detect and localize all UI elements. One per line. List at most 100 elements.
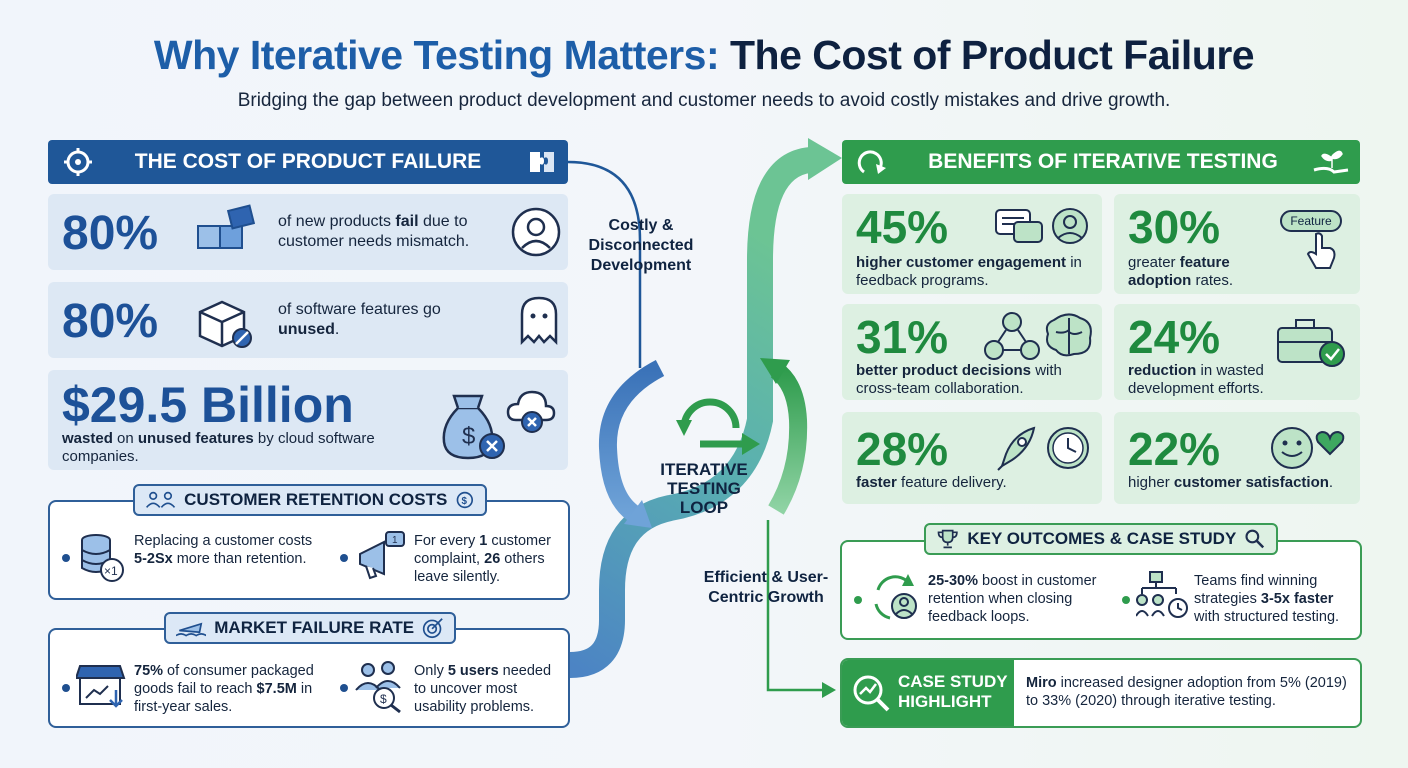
key-outcomes-title: KEY OUTCOMES & CASE STUDY bbox=[924, 523, 1278, 555]
outcome-winning-strategies: Teams find winning strategies 3-5x faste… bbox=[1194, 573, 1340, 625]
loop-left-arrowhead bbox=[624, 500, 652, 528]
market-item-cpg: 75% of consumer packaged goods fail to r… bbox=[134, 663, 314, 715]
connector-bottom-right bbox=[766, 520, 826, 692]
toolbox-check-icon bbox=[1277, 319, 1345, 367]
stat-card-unused-features: 80% of software features go unused. bbox=[48, 282, 568, 358]
benefit-text: higher customer satisfaction. bbox=[1128, 474, 1334, 491]
coin-stack-icon: ×1 bbox=[81, 534, 124, 582]
smile-heart-icon bbox=[1271, 427, 1345, 469]
empty-box-icon bbox=[198, 300, 252, 348]
cost-header-title: THE COST OF PRODUCT FAILURE bbox=[134, 150, 482, 173]
loop-right-arc bbox=[768, 362, 808, 515]
plant-hand-icon bbox=[1313, 150, 1349, 174]
case-study-text: Miro increased designer adoption from 5%… bbox=[1026, 675, 1347, 709]
magnifier-icon bbox=[1245, 529, 1265, 549]
benefit-card-engagement: 45% higher customer engagement in feedba… bbox=[842, 194, 1102, 294]
stat-text: of software features go unused. bbox=[278, 301, 441, 338]
connector-top-left bbox=[567, 160, 642, 368]
flow-top-label: Costly & Disconnected Development bbox=[588, 217, 694, 274]
svg-text:1: 1 bbox=[392, 535, 398, 546]
benefit-text: greater feature adoption rates. bbox=[1128, 254, 1234, 289]
puzzle-icon bbox=[197, 204, 256, 249]
key-outcomes-box: 25-30% boost in customer retention when … bbox=[840, 540, 1362, 640]
benefit-text: better product decisions with cross-team… bbox=[856, 362, 1062, 397]
page-title: Why Iterative Testing Matters: The Cost … bbox=[0, 32, 1408, 79]
broken-puzzle-icon bbox=[530, 152, 554, 172]
bullet bbox=[340, 684, 348, 692]
retention-item-complaint: For every 1 customer complaint, 26 other… bbox=[414, 533, 552, 585]
retention-costs-box: ×1 Replacing a customer costs 5-2Sx more… bbox=[48, 500, 570, 600]
stat-text: wasted on unused features by cloud softw… bbox=[62, 430, 375, 465]
benefit-value: 45% bbox=[856, 201, 949, 253]
market-failure-title: MARKET FAILURE RATE bbox=[164, 612, 456, 644]
benefit-value: 24% bbox=[1128, 311, 1221, 363]
benefit-card-adoption: 30% Feature greater feature adoption rat… bbox=[1114, 194, 1360, 294]
team-brain-icon bbox=[984, 312, 1092, 360]
s-curve-arrowhead bbox=[808, 138, 842, 180]
retention-cycle-icon bbox=[874, 574, 917, 620]
rocket-clock-icon bbox=[997, 426, 1089, 471]
svg-text:$: $ bbox=[462, 423, 475, 450]
market-item-users: Only 5 users needed to uncover most usab… bbox=[414, 663, 552, 715]
chat-user-icon bbox=[995, 208, 1088, 244]
team-strategy-icon bbox=[1136, 571, 1188, 618]
loop-label: ITERATIVE TESTING LOOP bbox=[660, 460, 748, 517]
megaphone-icon: 1 bbox=[359, 531, 405, 580]
stat-value: 80% bbox=[62, 295, 159, 348]
s-curve-arrow bbox=[569, 147, 813, 678]
growth-magnifier-icon bbox=[853, 675, 890, 712]
svg-text:×1: ×1 bbox=[104, 564, 118, 578]
people-icon bbox=[145, 491, 176, 508]
benefit-value: 28% bbox=[856, 423, 949, 475]
benefit-value: 30% bbox=[1128, 201, 1221, 253]
case-study-label: CASE STUDY HIGHLIGHT bbox=[898, 672, 1008, 711]
stat-card-billion-wasted: $29.5 Billion wasted on unused features … bbox=[48, 370, 568, 470]
feature-badge: Feature bbox=[1280, 210, 1342, 232]
benefit-text: reduction in wasted development efforts. bbox=[1128, 362, 1264, 397]
bullet bbox=[62, 554, 70, 562]
retention-item-replace: Replacing a customer costs 5-2Sx more th… bbox=[134, 533, 313, 567]
bullet bbox=[62, 684, 70, 692]
gear-warning-icon bbox=[64, 148, 92, 176]
sad-customer-icon bbox=[511, 207, 561, 257]
svg-text:$: $ bbox=[380, 692, 387, 706]
sinking-ship-icon bbox=[176, 622, 207, 637]
storefront-icon bbox=[76, 665, 126, 708]
connector-arrowhead bbox=[822, 682, 836, 698]
flow-bottom-label: Efficient & User-Centric Growth bbox=[703, 569, 829, 606]
bullet bbox=[1122, 596, 1130, 604]
case-study-box: CASE STUDY HIGHLIGHT Miro increased desi… bbox=[840, 658, 1362, 728]
benefit-value: 31% bbox=[856, 311, 949, 363]
svg-text:$: $ bbox=[462, 496, 468, 507]
benefits-header: BENEFITS OF ITERATIVE TESTING bbox=[842, 140, 1360, 184]
stat-text: of new products fail due to customer nee… bbox=[278, 213, 470, 250]
stat-card-new-products: 80% of new products fail due to customer… bbox=[48, 194, 568, 270]
cost-header: THE COST OF PRODUCT FAILURE bbox=[48, 140, 568, 184]
benefit-text: faster feature delivery. bbox=[856, 474, 1007, 491]
benefit-card-waste: 24% reduction in wasted development effo… bbox=[1114, 304, 1360, 400]
money-bag-cloud-icon: $ bbox=[442, 390, 556, 460]
benefit-card-satisfaction: 22% higher customer satisfaction. bbox=[1114, 412, 1360, 504]
benefits-header-title: BENEFITS OF ITERATIVE TESTING bbox=[928, 150, 1278, 173]
benefit-value: 22% bbox=[1128, 423, 1221, 475]
benefit-card-delivery: 28% faster feature delivery. bbox=[842, 412, 1102, 504]
refresh-icon bbox=[857, 150, 886, 174]
stat-value: 80% bbox=[62, 207, 159, 260]
users-magnifier-icon: $ bbox=[355, 661, 401, 714]
dollar-refresh-icon: $ bbox=[456, 491, 474, 509]
trophy-icon bbox=[937, 529, 958, 549]
loop-left-arc bbox=[598, 360, 665, 523]
loop-right-arrowhead bbox=[760, 358, 790, 384]
iterative-loop-icon bbox=[676, 398, 760, 455]
pointer-hand-icon bbox=[1306, 232, 1336, 269]
ghost-icon bbox=[520, 296, 558, 346]
page-subtitle: Bridging the gap between product develop… bbox=[237, 90, 1171, 111]
bullet bbox=[854, 596, 862, 604]
benefit-text: higher customer engagement in feedback p… bbox=[856, 254, 1082, 289]
bullet bbox=[340, 554, 348, 562]
target-icon bbox=[422, 618, 443, 639]
title-part-2: The Cost of Product Failure bbox=[730, 32, 1255, 78]
benefit-card-decisions: 31% better product decisions with cross-… bbox=[842, 304, 1102, 400]
case-study-label-block: CASE STUDY HIGHLIGHT bbox=[842, 660, 1014, 726]
